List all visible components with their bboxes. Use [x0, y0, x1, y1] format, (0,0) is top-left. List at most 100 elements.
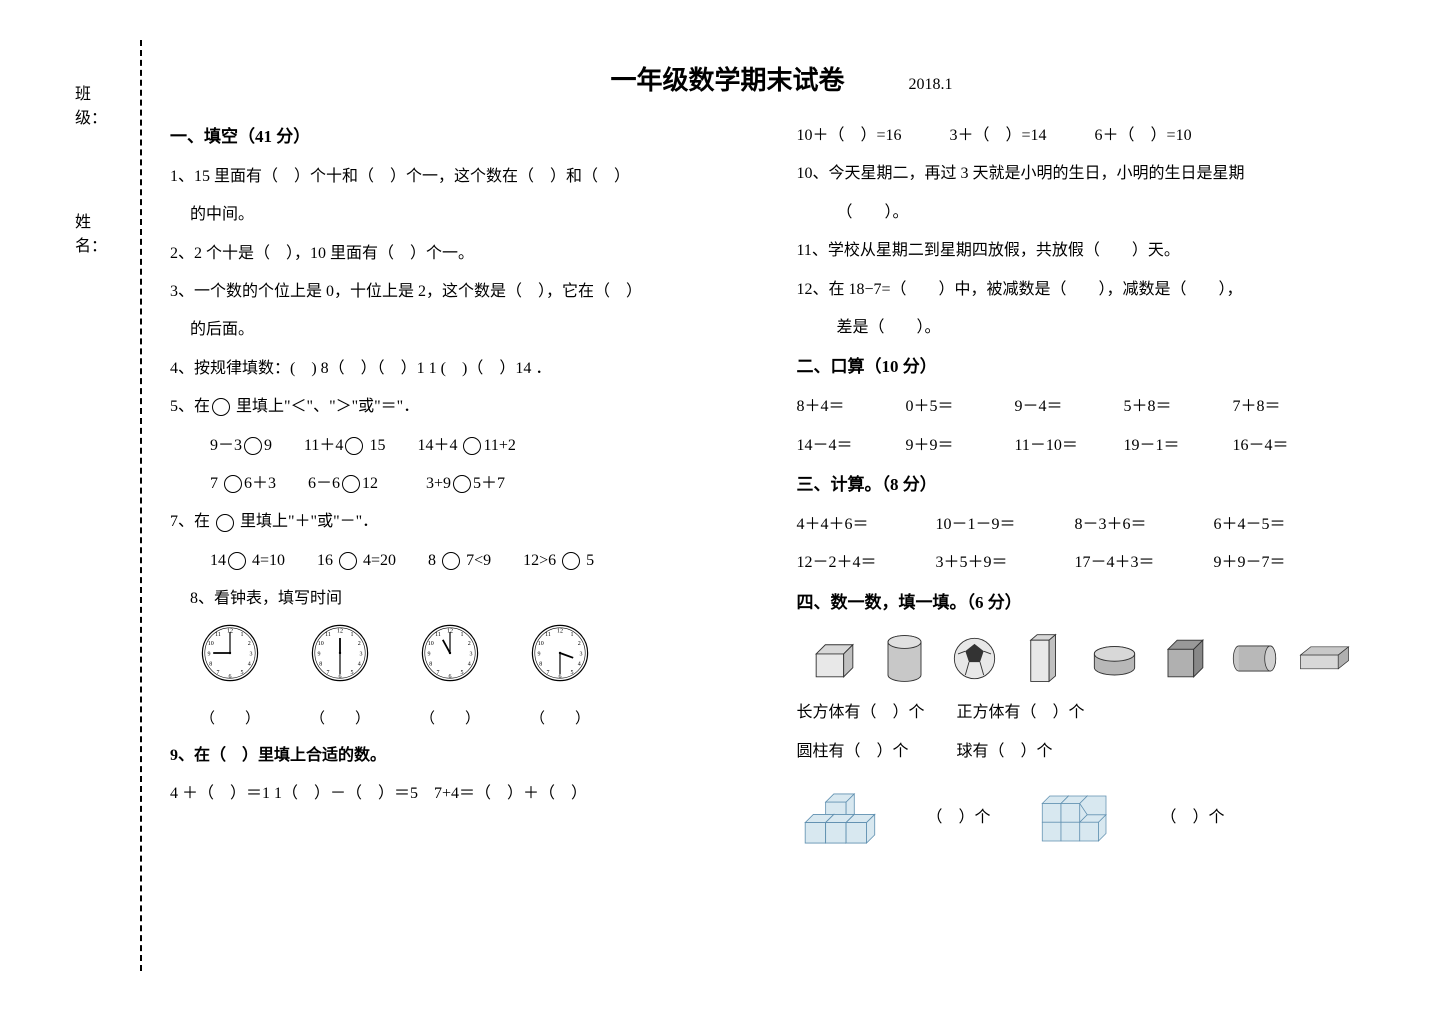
q10b: （ ）。: [797, 194, 1394, 232]
q7a: 14 4=10 16 4=20 8 7<9 12>6 5: [170, 542, 767, 580]
svg-text:7: 7: [327, 670, 330, 676]
cuboid-icon: [807, 631, 862, 686]
q9a: 4 ＋（ ）＝1 1（ ）－（ ）＝5 7+4＝（ ）＋（ ）: [170, 775, 767, 813]
svg-text:5: 5: [461, 670, 464, 676]
q8: 8、看钟表，填写时间: [170, 580, 767, 618]
svg-text:10: 10: [208, 642, 214, 648]
s3-row2: 12－2＋4＝ 3＋5＋9＝ 17－4＋3＝ 9＋9－7＝: [797, 544, 1394, 582]
shape-counts-1: 长方体有（ ）个 正方体有（ ）个: [797, 694, 1394, 732]
shape-counts-2: 圆柱有（ ）个 球有（ ）个: [797, 733, 1394, 771]
cylinder-icon: [877, 631, 932, 686]
q2: 2、2 个十是（ ），10 里面有（ ）个一。: [170, 235, 767, 273]
svg-text:12: 12: [337, 629, 343, 635]
clocks-row: 123 69 12 45 78 1011 （ ）: [200, 623, 767, 736]
q11: 11、学校从星期二到星期四放假，共放假（ ）天。: [797, 232, 1394, 270]
class-label: 班级：: [75, 80, 115, 128]
clock-4: 123 69 12 45 78 1011: [530, 623, 590, 683]
shapes-gallery: [807, 631, 1394, 686]
svg-text:11: 11: [215, 633, 221, 639]
svg-text:2: 2: [358, 642, 361, 648]
svg-text:9: 9: [538, 652, 541, 658]
q1b: 的中间。: [170, 196, 767, 234]
binding-line: [140, 40, 142, 971]
flat-cuboid-icon: [1297, 631, 1352, 686]
q3: 3、一个数的个位上是 0，十位上是 2，这个数是（ ），它在（ ）: [170, 273, 767, 311]
svg-text:3: 3: [360, 652, 363, 658]
s2-row2: 14－4＝ 9＋9＝ 11－10＝ 19－1＝ 16－4＝: [797, 427, 1394, 465]
svg-text:6: 6: [449, 675, 452, 681]
svg-text:7: 7: [547, 670, 550, 676]
section1-title: 一、填空（41 分）: [170, 117, 767, 158]
short-cylinder-icon: [1087, 631, 1142, 686]
svg-text:5: 5: [351, 670, 354, 676]
q12b: 差是（ ）。: [797, 309, 1394, 347]
svg-text:9: 9: [318, 652, 321, 658]
svg-text:4: 4: [248, 662, 251, 668]
svg-text:6: 6: [339, 675, 342, 681]
svg-text:7: 7: [217, 670, 220, 676]
svg-text:9: 9: [428, 652, 431, 658]
q4: 4、按规律填数：( ) 8（ ）（ ）1 1 ( )（ ）14 ．: [170, 350, 767, 388]
svg-text:5: 5: [241, 670, 244, 676]
cube-stack-1-icon: [797, 781, 887, 856]
q9: 9、在（ ）里填上合适的数。: [170, 737, 767, 775]
q3b: 的后面。: [170, 311, 767, 349]
cube-icon: [1157, 631, 1212, 686]
s3-row1: 4＋4＋6＝ 10－1－9＝ 8－3＋6＝ 6＋4－5＝: [797, 506, 1394, 544]
svg-text:3: 3: [250, 652, 253, 658]
page-title: 一年级数学期末试卷: [610, 60, 844, 97]
svg-text:3: 3: [580, 652, 583, 658]
svg-text:9: 9: [208, 652, 211, 658]
tall-cuboid-icon: [1017, 631, 1072, 686]
svg-text:2: 2: [468, 642, 471, 648]
svg-text:1: 1: [351, 633, 354, 639]
svg-text:3: 3: [470, 652, 473, 658]
q9b: 10＋（ ）=16 3＋（ ）=14 6＋（ ）=10: [797, 117, 1394, 155]
clock-2-blank: （ ）: [310, 701, 370, 737]
left-column: 一、填空（41 分） 1、15 里面有（ ）个十和（ ）个一，这个数在（ ）和（…: [170, 117, 767, 856]
clock-4-blank: （ ）: [530, 701, 590, 737]
q5a: 9－39 11＋4 15 14＋4 11+2: [170, 427, 767, 465]
svg-text:1: 1: [241, 633, 244, 639]
s2-row1: 8＋4＝ 0＋5＝ 9－4＝ 5＋8＝ 7＋8＝: [797, 388, 1394, 426]
svg-text:4: 4: [358, 662, 361, 668]
svg-text:4: 4: [578, 662, 581, 668]
svg-text:8: 8: [429, 662, 432, 668]
svg-text:4: 4: [468, 662, 471, 668]
svg-text:2: 2: [248, 642, 251, 648]
svg-text:6: 6: [559, 675, 562, 681]
cube-stack-2-blank: （ ）个: [1161, 799, 1225, 837]
svg-text:10: 10: [428, 642, 434, 648]
q5b: 7 6＋3 6－612 3+95＋7: [170, 465, 767, 503]
svg-text:5: 5: [571, 670, 574, 676]
name-label: 姓名：: [75, 208, 115, 256]
svg-text:1: 1: [571, 633, 574, 639]
q10: 10、今天星期二，再过 3 天就是小明的生日，小明的生日是星期: [797, 155, 1394, 193]
clock-3-blank: （ ）: [420, 701, 480, 737]
q12: 12、在 18−7=（ ）中，被减数是（ ），减数是（ ），: [797, 271, 1394, 309]
svg-text:8: 8: [319, 662, 322, 668]
svg-text:2: 2: [578, 642, 581, 648]
clock-2: 123 69 12 45 78 1011: [310, 623, 370, 683]
svg-text:10: 10: [538, 642, 544, 648]
q5: 5、在 里填上"＜"、"＞"或"＝"．: [170, 388, 767, 426]
soccer-ball-icon: [947, 631, 1002, 686]
clock-1-blank: （ ）: [200, 701, 260, 737]
section4-title: 四、数一数，填一填。（6 分）: [797, 583, 1394, 624]
svg-text:7: 7: [437, 670, 440, 676]
q1: 1、15 里面有（ ）个十和（ ）个一，这个数在（ ）和（ ）: [170, 158, 767, 196]
cube-stack-1-blank: （ ）个: [927, 799, 991, 837]
section2-title: 二、口算（10 分）: [797, 347, 1394, 388]
q7: 7、在 里填上"＋"或"－"．: [170, 503, 767, 541]
right-column: 10＋（ ）=16 3＋（ ）=14 6＋（ ）=10 10、今天星期二，再过 …: [797, 117, 1394, 856]
svg-text:6: 6: [229, 675, 232, 681]
cube-counting: （ ）个 （ ）个: [797, 781, 1394, 856]
svg-text:10: 10: [318, 642, 324, 648]
lying-cylinder-icon: [1227, 631, 1282, 686]
cube-stack-2-icon: [1031, 781, 1121, 856]
svg-text:11: 11: [435, 633, 441, 639]
svg-text:11: 11: [545, 633, 551, 639]
clock-1: 123 69 12 45 78 1011: [200, 623, 260, 683]
section3-title: 三、计算。（8 分）: [797, 465, 1394, 506]
svg-text:8: 8: [539, 662, 542, 668]
